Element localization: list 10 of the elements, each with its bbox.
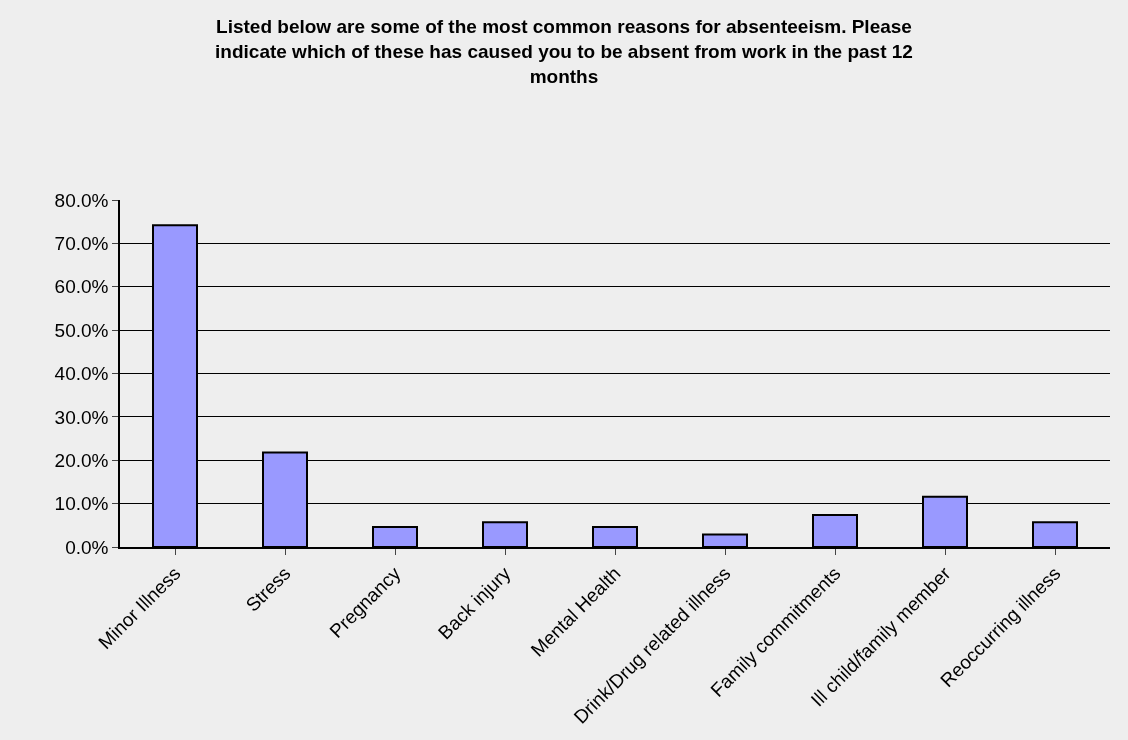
y-tick-label: 0.0% (65, 536, 109, 558)
chart-title: Listed below are some of the most common reasons for absenteeism. Please indicate which of these has caused you to be absent from work in the past 12 months (215, 16, 913, 87)
y-tick-label: 10.0% (54, 493, 109, 515)
y-tick-label: 50.0% (54, 319, 109, 341)
y-tick-label: 70.0% (54, 233, 109, 255)
y-tick-label: 20.0% (54, 449, 109, 471)
y-tick-label: 80.0% (54, 189, 109, 211)
y-tick-label: 30.0% (54, 406, 109, 428)
y-tick-label: 60.0% (54, 276, 109, 298)
y-tick-label: 40.0% (54, 363, 109, 385)
